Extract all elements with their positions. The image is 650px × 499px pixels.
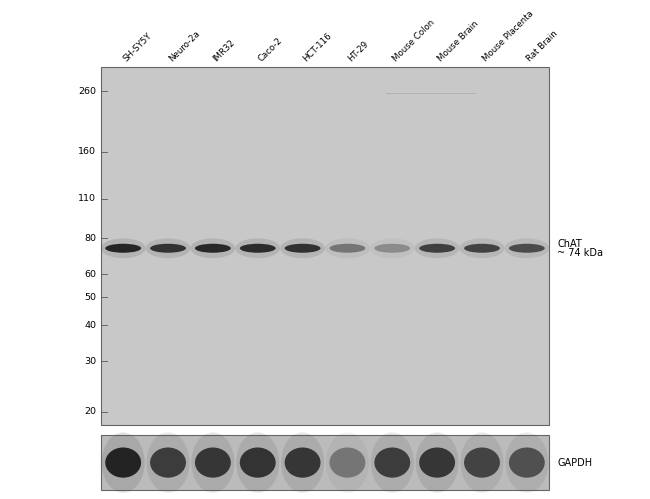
Text: Caco-2: Caco-2 — [256, 36, 284, 63]
Text: 60: 60 — [84, 270, 96, 279]
Ellipse shape — [280, 239, 325, 258]
Ellipse shape — [464, 448, 500, 478]
Ellipse shape — [105, 448, 141, 478]
Text: 30: 30 — [84, 357, 96, 366]
Ellipse shape — [195, 244, 231, 252]
Ellipse shape — [415, 239, 460, 258]
Ellipse shape — [235, 239, 280, 258]
Ellipse shape — [464, 244, 500, 252]
Text: 50: 50 — [84, 293, 96, 302]
Ellipse shape — [330, 448, 365, 478]
Ellipse shape — [236, 432, 280, 493]
Text: 260: 260 — [78, 86, 96, 95]
Ellipse shape — [374, 244, 410, 252]
Bar — [101, 435, 549, 490]
Text: IMR32: IMR32 — [212, 38, 237, 63]
Ellipse shape — [190, 239, 235, 258]
Text: ChAT: ChAT — [557, 239, 582, 250]
Text: 40: 40 — [84, 321, 96, 330]
Ellipse shape — [370, 239, 415, 258]
Ellipse shape — [146, 239, 190, 258]
Ellipse shape — [419, 448, 455, 478]
Ellipse shape — [240, 448, 276, 478]
Ellipse shape — [330, 244, 365, 252]
Ellipse shape — [150, 448, 186, 478]
Text: GAPDH: GAPDH — [557, 458, 592, 468]
Text: Mouse Brain: Mouse Brain — [436, 19, 480, 63]
Text: 110: 110 — [78, 194, 96, 203]
Text: Mouse Placenta: Mouse Placenta — [480, 9, 535, 63]
Text: Mouse Colon: Mouse Colon — [391, 18, 436, 63]
Ellipse shape — [101, 432, 145, 493]
Ellipse shape — [374, 448, 410, 478]
Ellipse shape — [326, 432, 369, 493]
Ellipse shape — [195, 448, 231, 478]
Ellipse shape — [285, 244, 320, 252]
Ellipse shape — [504, 239, 549, 258]
Ellipse shape — [505, 432, 549, 493]
Ellipse shape — [460, 432, 504, 493]
Text: SH-SY5Y: SH-SY5Y — [122, 31, 154, 63]
Text: ~ 74 kDa: ~ 74 kDa — [557, 248, 603, 258]
Ellipse shape — [285, 448, 320, 478]
Ellipse shape — [105, 244, 141, 252]
Ellipse shape — [191, 432, 235, 493]
Ellipse shape — [325, 239, 370, 258]
Text: HT-29: HT-29 — [346, 39, 370, 63]
Ellipse shape — [146, 432, 190, 493]
Text: Rat Brain: Rat Brain — [525, 29, 560, 63]
Ellipse shape — [415, 432, 459, 493]
Bar — [101, 67, 549, 425]
Ellipse shape — [370, 432, 414, 493]
Text: 80: 80 — [84, 234, 96, 243]
Ellipse shape — [509, 244, 545, 252]
Ellipse shape — [419, 244, 455, 252]
Ellipse shape — [240, 244, 276, 252]
Text: 20: 20 — [84, 407, 96, 417]
Ellipse shape — [460, 239, 504, 258]
Ellipse shape — [509, 448, 545, 478]
Text: Neuro-2a: Neuro-2a — [166, 29, 202, 63]
Ellipse shape — [150, 244, 186, 252]
Ellipse shape — [101, 239, 146, 258]
Text: 160: 160 — [78, 147, 96, 156]
Text: HCT-116: HCT-116 — [301, 31, 333, 63]
Ellipse shape — [281, 432, 324, 493]
